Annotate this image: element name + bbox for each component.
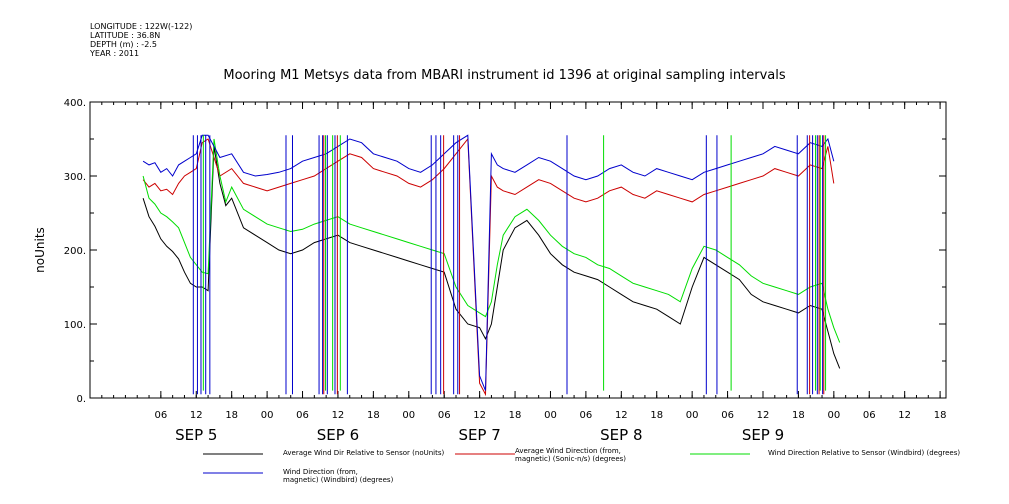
x-tick-label: 18 [225,410,238,421]
x-tick-label: 12 [332,410,345,421]
legend-swatch [690,453,750,455]
x-tick-label: 12 [190,410,203,421]
legend-label: Average Wind Dir Relative to Sensor (noU… [283,449,445,457]
series-line-3 [142,134,835,391]
x-tick-label: 00 [544,410,557,421]
legend-swatch [203,472,263,474]
legend-entry-black: Average Wind Dir Relative to Sensor (noU… [203,449,503,469]
x-tick-label: 06 [580,410,593,421]
legend-entry-green: Wind Direction Relative to Sensor (Windb… [690,449,990,469]
legend-entry-red: Average Wind Direction (from, magnetic) … [455,447,705,469]
y-tick-label: 0. [76,394,86,405]
legend-swatch [455,453,515,455]
legend-label: Wind Direction Relative to Sensor (Windb… [768,449,961,457]
x-day-label: SEP 5 [175,426,217,444]
x-tick-label: 06 [863,410,876,421]
x-tick-label: 06 [296,410,309,421]
metadata-block: LONGITUDE : 122W(-122) LATITUDE : 36.8N … [90,22,192,58]
x-tick-label: 12 [473,410,486,421]
longitude-label: LONGITUDE : 122W(-122) [90,22,193,31]
x-tick-label: 00 [261,410,274,421]
legend-swatch [203,453,263,455]
x-tick-label: 06 [154,410,167,421]
x-day-label: SEP 7 [458,426,500,444]
x-tick-label: 18 [650,410,663,421]
x-tick-label: 18 [509,410,522,421]
x-tick-label: 06 [438,410,451,421]
x-day-label: SEP 6 [317,426,359,444]
x-day-label: SEP 8 [600,426,642,444]
y-tick-label: 200. [64,246,86,257]
chart-title: Mooring M1 Metsys data from MBARI instru… [223,68,786,83]
y-tick-label: 400. [64,98,86,109]
legend-entry-blue: Wind Direction (from, magnetic) (Windbir… [203,468,503,488]
y-tick-label: 100. [64,320,86,331]
x-tick-label: 18 [367,410,380,421]
x-tick-label: 18 [792,410,805,421]
x-tick-label: 12 [757,410,770,421]
legend-label: Wind Direction (from, magnetic) (Windbir… [283,468,394,484]
x-tick-label: 12 [615,410,628,421]
x-tick-label: 12 [898,410,911,421]
legend-label: Average Wind Direction (from, magnetic) … [515,447,627,463]
y-axis-label: noUnits [33,227,47,273]
x-tick-label: 00 [402,410,415,421]
x-tick-label: 18 [934,410,947,421]
x-tick-label: 00 [827,410,840,421]
x-tick-label: 06 [721,410,734,421]
depth-label: DEPTH (m) : -2.5 [90,40,157,49]
y-tick-label: 300. [64,172,86,183]
x-day-label: SEP 9 [742,426,784,444]
series-line-2 [142,138,841,343]
year-label: YEAR : 2011 [90,49,140,58]
latitude-label: LATITUDE : 36.8N [90,31,161,40]
x-tick-label: 00 [686,410,699,421]
